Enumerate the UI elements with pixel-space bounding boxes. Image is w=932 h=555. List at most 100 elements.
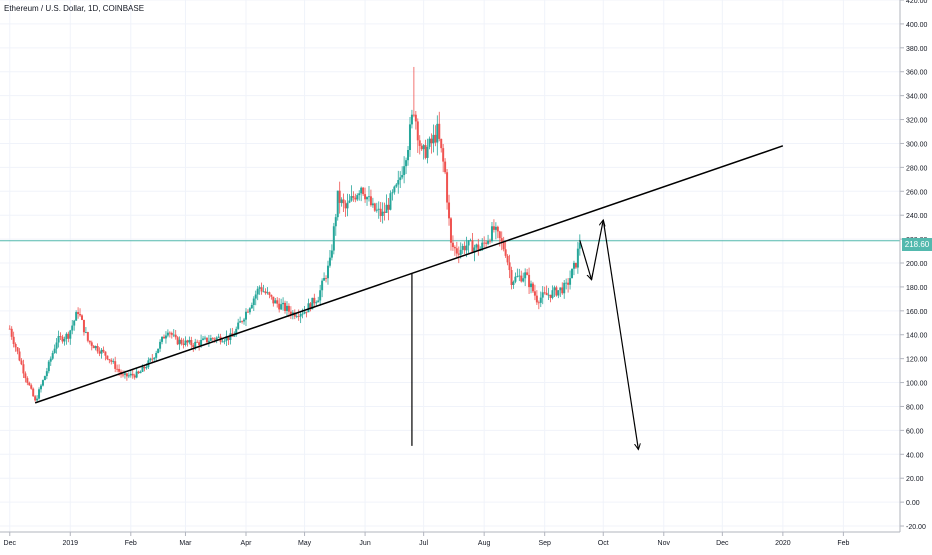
candle-body [299, 313, 302, 317]
candle-body [385, 204, 388, 213]
candle-body [227, 336, 230, 341]
candle-body [104, 351, 107, 356]
candle-body [184, 340, 187, 345]
candle-body [578, 242, 581, 249]
candle-body [410, 114, 413, 125]
candle-body [408, 124, 411, 151]
candle-body [496, 226, 499, 232]
candle-body [166, 332, 169, 336]
x-tick-label: Mar [179, 540, 192, 547]
candle-body [531, 283, 534, 292]
candle-body [145, 367, 148, 369]
candle-body [250, 305, 253, 309]
candle-body [123, 373, 126, 375]
candle-body [88, 340, 91, 343]
candle-body [71, 325, 74, 331]
candle-body [395, 184, 398, 187]
candle-body [352, 196, 355, 198]
candle-body [551, 290, 554, 298]
candle-body [360, 187, 363, 194]
candle-body [455, 248, 458, 254]
candle-body [537, 302, 540, 304]
candle-body [280, 304, 283, 310]
x-tick-label: Dec [716, 540, 729, 547]
candle-body [151, 358, 154, 360]
y-tick-label: 360.00 [906, 70, 928, 77]
candle-body [32, 388, 35, 397]
candle-body [16, 347, 19, 352]
candle-body [92, 345, 95, 349]
y-tick-label: 300.00 [906, 141, 928, 148]
candle-body [303, 311, 306, 314]
candle-body [200, 339, 203, 346]
candle-body [451, 242, 454, 248]
chart-title: Ethereum / U.S. Dollar, 1D, COINBASE [4, 4, 145, 13]
candle-body [80, 315, 83, 320]
candle-body [442, 148, 445, 162]
candle-body [287, 305, 290, 312]
candle-body [399, 177, 402, 181]
candle-body [162, 336, 165, 339]
candle-body [274, 300, 277, 304]
candle-body [297, 316, 300, 317]
candle-body [424, 145, 427, 158]
y-tick-label: 380.00 [906, 46, 928, 53]
candle-body [321, 280, 324, 291]
candle-body [489, 240, 492, 242]
candle-body [561, 287, 564, 294]
candle-body [309, 303, 312, 310]
candle-body [69, 330, 72, 339]
candle-body [77, 312, 80, 315]
candle-body [141, 366, 144, 372]
candle-body [116, 368, 119, 370]
candle-body [418, 140, 421, 146]
candle-body [188, 339, 191, 343]
candle-body [26, 378, 29, 383]
candle-body [272, 296, 275, 304]
candle-body [504, 249, 507, 256]
candle-body [512, 281, 515, 286]
candle-body [203, 337, 206, 339]
candle-body [397, 180, 400, 185]
candle-body [375, 209, 378, 211]
candle-body [574, 262, 577, 268]
candle-body [34, 396, 37, 401]
x-tick-label: Apr [241, 540, 253, 547]
candle-body [211, 338, 214, 339]
candle-body [22, 364, 25, 374]
x-tick-label: Jun [359, 540, 370, 547]
candle-body [155, 352, 158, 358]
projection-arrow [602, 219, 638, 450]
candle-body [110, 360, 113, 362]
candle-body [440, 138, 443, 149]
candle-body [262, 291, 265, 293]
candle-body [248, 308, 251, 313]
x-tick-label: Feb [837, 540, 849, 547]
x-tick-label: 2020 [775, 540, 791, 547]
candle-body [553, 287, 556, 291]
candle-body [38, 389, 41, 399]
candle-body [381, 211, 384, 217]
candle-body [311, 297, 314, 310]
candle-body [221, 341, 224, 343]
candle-body [82, 319, 85, 333]
candle-body [98, 351, 101, 354]
candle-body [59, 336, 62, 337]
candle-body [473, 247, 476, 253]
candle-body [315, 302, 318, 304]
y-tick-label: 40.00 [906, 452, 924, 459]
y-tick-label: 100.00 [906, 381, 928, 388]
candle-body [342, 199, 345, 204]
candle-body [539, 297, 542, 303]
candle-body [278, 303, 281, 310]
candle-body [338, 190, 341, 203]
candle-body [362, 187, 365, 195]
candle-body [317, 300, 320, 303]
candle-body [102, 349, 105, 352]
candle-body [387, 204, 390, 210]
candle-body [565, 282, 568, 284]
candle-body [492, 226, 495, 230]
candle-body [127, 375, 130, 377]
